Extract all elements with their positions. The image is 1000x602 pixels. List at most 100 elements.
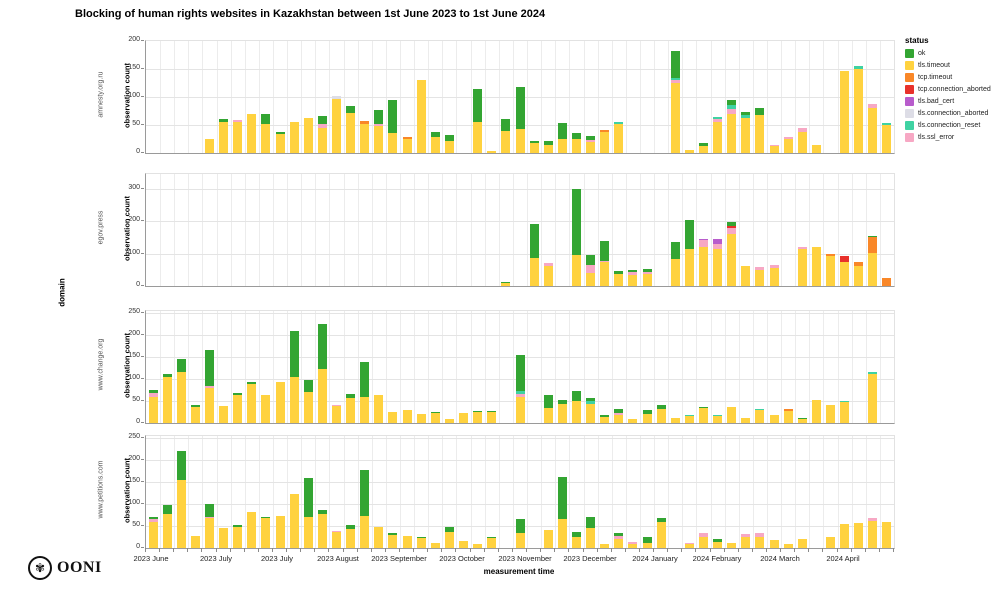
bar[interactable] xyxy=(346,525,356,548)
bar[interactable] xyxy=(840,523,850,548)
bar[interactable] xyxy=(501,282,511,286)
bar[interactable] xyxy=(642,537,652,548)
bar[interactable] xyxy=(317,323,327,423)
bar[interactable] xyxy=(755,408,765,423)
bar[interactable] xyxy=(769,540,779,548)
bar[interactable] xyxy=(487,410,497,423)
bar[interactable] xyxy=(515,86,525,153)
bar[interactable] xyxy=(317,115,327,153)
bar[interactable] xyxy=(727,100,737,153)
bar[interactable] xyxy=(388,532,398,548)
bar[interactable] xyxy=(402,137,412,153)
bar[interactable] xyxy=(416,537,426,548)
bar[interactable] xyxy=(303,478,313,548)
bar[interactable] xyxy=(614,122,624,153)
bar[interactable] xyxy=(741,534,751,548)
bar[interactable] xyxy=(233,393,243,423)
bar[interactable] xyxy=(289,121,299,153)
bar[interactable] xyxy=(501,119,511,153)
bar[interactable] xyxy=(571,531,581,548)
bar[interactable] xyxy=(713,415,723,423)
bar[interactable] xyxy=(868,236,878,286)
bar[interactable] xyxy=(473,543,483,548)
bar[interactable] xyxy=(882,522,892,548)
bar[interactable] xyxy=(698,533,708,548)
bar[interactable] xyxy=(713,239,723,286)
bar[interactable] xyxy=(684,415,694,423)
bar[interactable] xyxy=(741,111,751,153)
bar[interactable] xyxy=(261,516,271,548)
bar[interactable] xyxy=(586,136,596,153)
bar[interactable] xyxy=(416,80,426,153)
bar[interactable] xyxy=(698,142,708,153)
bar[interactable] xyxy=(275,382,285,423)
bar[interactable] xyxy=(515,354,525,423)
bar[interactable] xyxy=(783,136,793,153)
bar[interactable] xyxy=(854,261,864,286)
bar[interactable] xyxy=(360,120,370,153)
bar[interactable] xyxy=(614,409,624,423)
bar[interactable] xyxy=(148,517,158,548)
bar[interactable] xyxy=(571,133,581,153)
bar[interactable] xyxy=(430,131,440,153)
bar[interactable] xyxy=(628,419,638,423)
bar[interactable] xyxy=(882,123,892,153)
bar[interactable] xyxy=(840,400,850,423)
bar[interactable] xyxy=(825,404,835,423)
bar[interactable] xyxy=(684,219,694,286)
bar[interactable] xyxy=(247,113,257,153)
bar[interactable] xyxy=(190,535,200,548)
bar[interactable] xyxy=(741,418,751,423)
bar[interactable] xyxy=(713,539,723,548)
bar[interactable] xyxy=(162,505,172,548)
bar[interactable] xyxy=(727,543,737,548)
bar[interactable] xyxy=(261,395,271,423)
bar[interactable] xyxy=(444,134,454,153)
bar[interactable] xyxy=(882,277,892,286)
bar[interactable] xyxy=(275,516,285,548)
bar[interactable] xyxy=(515,518,525,548)
bar[interactable] xyxy=(261,113,271,153)
bar[interactable] xyxy=(402,410,412,423)
bar[interactable] xyxy=(402,536,412,548)
bar[interactable] xyxy=(176,451,186,548)
bar[interactable] xyxy=(698,239,708,286)
bar[interactable] xyxy=(628,542,638,548)
bar[interactable] xyxy=(529,223,539,286)
bar[interactable] xyxy=(670,242,680,286)
bar[interactable] xyxy=(769,264,779,286)
bar[interactable] xyxy=(783,544,793,548)
bar[interactable] xyxy=(642,268,652,286)
bar[interactable] xyxy=(628,269,638,286)
bar[interactable] xyxy=(797,539,807,548)
bar[interactable] xyxy=(176,359,186,423)
bar[interactable] xyxy=(769,415,779,423)
bar[interactable] xyxy=(797,128,807,153)
bar[interactable] xyxy=(586,255,596,286)
bar[interactable] xyxy=(571,188,581,286)
bar[interactable] xyxy=(430,542,440,548)
bar[interactable] xyxy=(247,511,257,548)
bar[interactable] xyxy=(219,406,229,423)
bar[interactable] xyxy=(586,397,596,423)
bar[interactable] xyxy=(713,117,723,153)
bar[interactable] xyxy=(586,517,596,548)
bar[interactable] xyxy=(543,395,553,423)
bar[interactable] xyxy=(571,390,581,423)
bar[interactable] xyxy=(388,99,398,153)
bar[interactable] xyxy=(360,362,370,423)
bar[interactable] xyxy=(219,118,229,153)
bar[interactable] xyxy=(557,399,567,423)
bar[interactable] xyxy=(543,263,553,286)
bar[interactable] xyxy=(219,527,229,548)
bar[interactable] xyxy=(459,541,469,548)
bar[interactable] xyxy=(473,88,483,153)
bar[interactable] xyxy=(487,151,497,153)
bar[interactable] xyxy=(289,331,299,423)
bar[interactable] xyxy=(303,379,313,423)
bar[interactable] xyxy=(190,405,200,423)
bar[interactable] xyxy=(388,411,398,423)
bar[interactable] xyxy=(811,400,821,423)
bar[interactable] xyxy=(317,510,327,548)
bar[interactable] xyxy=(374,526,384,548)
